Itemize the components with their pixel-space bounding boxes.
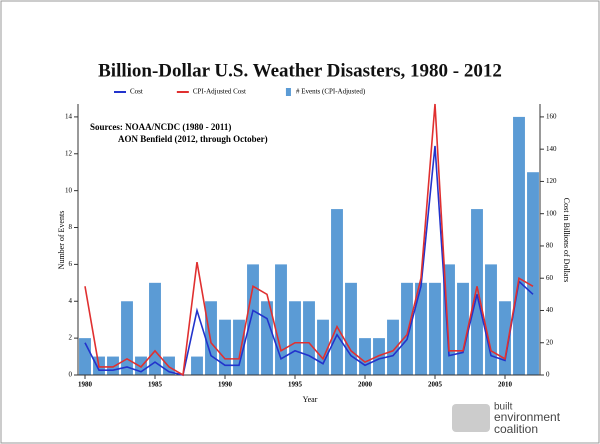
- bar: [303, 301, 315, 375]
- line: [84, 103, 534, 377]
- bar: [331, 209, 343, 375]
- bar: [345, 282, 357, 375]
- x-tick-label: 2010: [498, 381, 513, 389]
- bar: [261, 301, 273, 375]
- bar: [107, 356, 119, 375]
- line: [84, 145, 534, 376]
- bar: [527, 172, 539, 375]
- bar: [121, 301, 133, 375]
- logo-text: built: [494, 402, 513, 413]
- logo-text: environment: [494, 410, 561, 424]
- bar: [317, 319, 329, 375]
- chart-title: Billion-Dollar U.S. Weather Disasters, 1…: [98, 60, 502, 81]
- bar: [289, 301, 301, 375]
- y-tick-label: 2: [69, 334, 73, 342]
- bar: [233, 319, 245, 375]
- y2-tick-label: 160: [546, 113, 557, 121]
- bar: [275, 264, 287, 375]
- bar: [359, 338, 371, 375]
- y2-tick-label: 100: [546, 209, 557, 217]
- y-tick-label: 10: [65, 186, 73, 194]
- y-tick-label: 8: [69, 223, 73, 231]
- bar: [457, 282, 469, 375]
- y-tick-label: 6: [69, 260, 73, 268]
- bar: [471, 209, 483, 375]
- y-tick-label: 12: [65, 149, 73, 157]
- legend-label: # Events (CPI-Adjusted): [296, 88, 366, 96]
- y2-tick-label: 140: [546, 145, 557, 153]
- bar: [415, 282, 427, 375]
- bar: [191, 356, 203, 375]
- y-tick-label: 0: [69, 371, 73, 379]
- logo: built environment coalition: [452, 402, 561, 436]
- bar: [387, 319, 399, 375]
- x-tick-label: 1990: [218, 381, 233, 389]
- bar: [401, 282, 413, 375]
- bar: [513, 116, 525, 376]
- bar: [499, 301, 511, 375]
- y-axis-label: Number of Events: [57, 211, 66, 270]
- annotation: AON Benfield (2012, through October): [118, 134, 268, 144]
- bar: [219, 319, 231, 375]
- x-tick-label: 2005: [428, 381, 443, 389]
- legend-label: CPI-Adjusted Cost: [193, 88, 246, 96]
- bar: [247, 264, 259, 375]
- y2-tick-label: 40: [546, 306, 554, 314]
- bar: [429, 282, 441, 375]
- bar: [373, 338, 385, 375]
- y-tick-label: 4: [69, 297, 73, 305]
- x-tick-label: 1995: [288, 381, 303, 389]
- logo-text: coalition: [494, 422, 538, 436]
- bar: [149, 282, 161, 375]
- legend-label: Cost: [130, 88, 143, 96]
- x-tick-label: 1980: [78, 381, 93, 389]
- y2-axis-label: Cost in Billions of Dollars: [562, 198, 571, 282]
- legend-swatch: [285, 88, 291, 96]
- y2-tick-label: 60: [546, 274, 554, 282]
- y2-tick-label: 80: [546, 242, 554, 250]
- x-axis-label: Year: [303, 395, 318, 404]
- bar: [443, 264, 455, 375]
- x-tick-label: 2000: [358, 381, 373, 389]
- y2-tick-label: 0: [546, 371, 550, 379]
- y2-tick-label: 20: [546, 338, 554, 346]
- y-tick-label: 14: [65, 113, 73, 121]
- y2-tick-label: 120: [546, 177, 557, 185]
- logo-icon: [452, 404, 490, 432]
- x-tick-label: 1985: [148, 381, 163, 389]
- annotation: Sources: NOAA/NCDC (1980 - 2011): [90, 122, 231, 132]
- bar: [79, 338, 91, 375]
- bar: [485, 264, 497, 375]
